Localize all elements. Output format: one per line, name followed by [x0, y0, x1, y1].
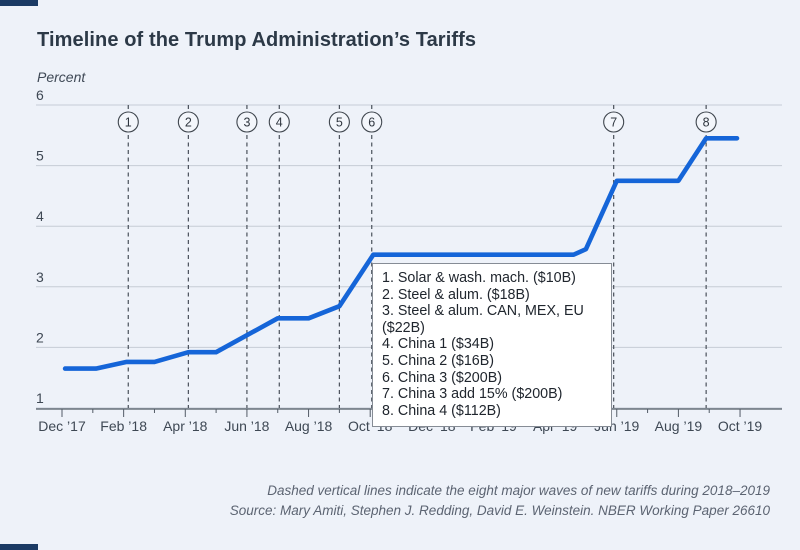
event-number-label: 1: [125, 116, 132, 130]
event-number-circle: [177, 111, 199, 133]
x-tick-label: Aug ’18: [285, 418, 333, 434]
y-tick-label: 6: [36, 87, 44, 103]
y-axis-unit-label: Percent: [37, 69, 86, 85]
event-number-label: 5: [336, 116, 343, 130]
legend-item: 3. Steel & alum. CAN, MEX, EU ($22B): [382, 303, 584, 336]
x-tick-label: Feb ’18: [100, 418, 147, 434]
event-number-label: 4: [276, 116, 283, 130]
event-number-label: 7: [610, 116, 617, 130]
chart-title: Timeline of the Trump Administration’s T…: [37, 29, 477, 52]
brand-bar-bottom: [0, 544, 38, 550]
event-number-circle: [603, 111, 625, 133]
legend-list: 1. Solar & wash. mach. ($10B) 2. Steel & …: [382, 270, 602, 419]
event-number-label: 6: [368, 116, 375, 130]
x-tick-label: Apr ’18: [163, 418, 208, 434]
x-tick-label: Jun ’18: [224, 418, 269, 434]
legend-item: 2. Steel & alum. ($18B): [382, 286, 530, 303]
event-number-label: 3: [243, 116, 250, 130]
x-tick-label: Dec ’17: [38, 418, 86, 434]
footnote-note: Dashed vertical lines indicate the eight…: [267, 483, 770, 498]
legend-item: 4. China 1 ($34B): [382, 336, 495, 353]
legend-item: 1. Solar & wash. mach. ($10B): [382, 270, 576, 286]
footnote-source: Source: Mary Amiti, Stephen J. Redding, …: [229, 503, 770, 518]
event-number-circle: [268, 111, 290, 133]
legend-item: 5. China 2 ($16B): [382, 352, 495, 369]
event-number-circle: [361, 111, 383, 133]
y-tick-label: 1: [36, 390, 44, 406]
y-tick-label: 2: [36, 329, 44, 345]
event-number-circle: [328, 111, 350, 133]
event-number-circle: [117, 111, 139, 133]
y-tick-label: 3: [36, 269, 44, 285]
y-tick-label: 4: [36, 208, 44, 224]
legend-item: 8. China 4 ($112B): [382, 402, 501, 419]
legend-box: 1. Solar & wash. mach. ($10B) 2. Steel & …: [372, 263, 612, 428]
event-number-label: 2: [185, 116, 192, 130]
legend-item: 6. China 3 ($200B): [382, 369, 503, 386]
event-number-label: 8: [703, 116, 710, 130]
y-tick-label: 5: [36, 148, 44, 164]
brand-bar-top: [0, 0, 38, 6]
tariff-rate-line: [62, 136, 740, 371]
legend-item: 7. China 3 add 15% ($200B): [382, 386, 563, 403]
event-number-circle: [236, 111, 258, 133]
x-tick-label: Oct ’19: [718, 418, 763, 434]
x-tick-label: Aug ’19: [655, 418, 703, 434]
event-number-circle: [695, 111, 717, 133]
